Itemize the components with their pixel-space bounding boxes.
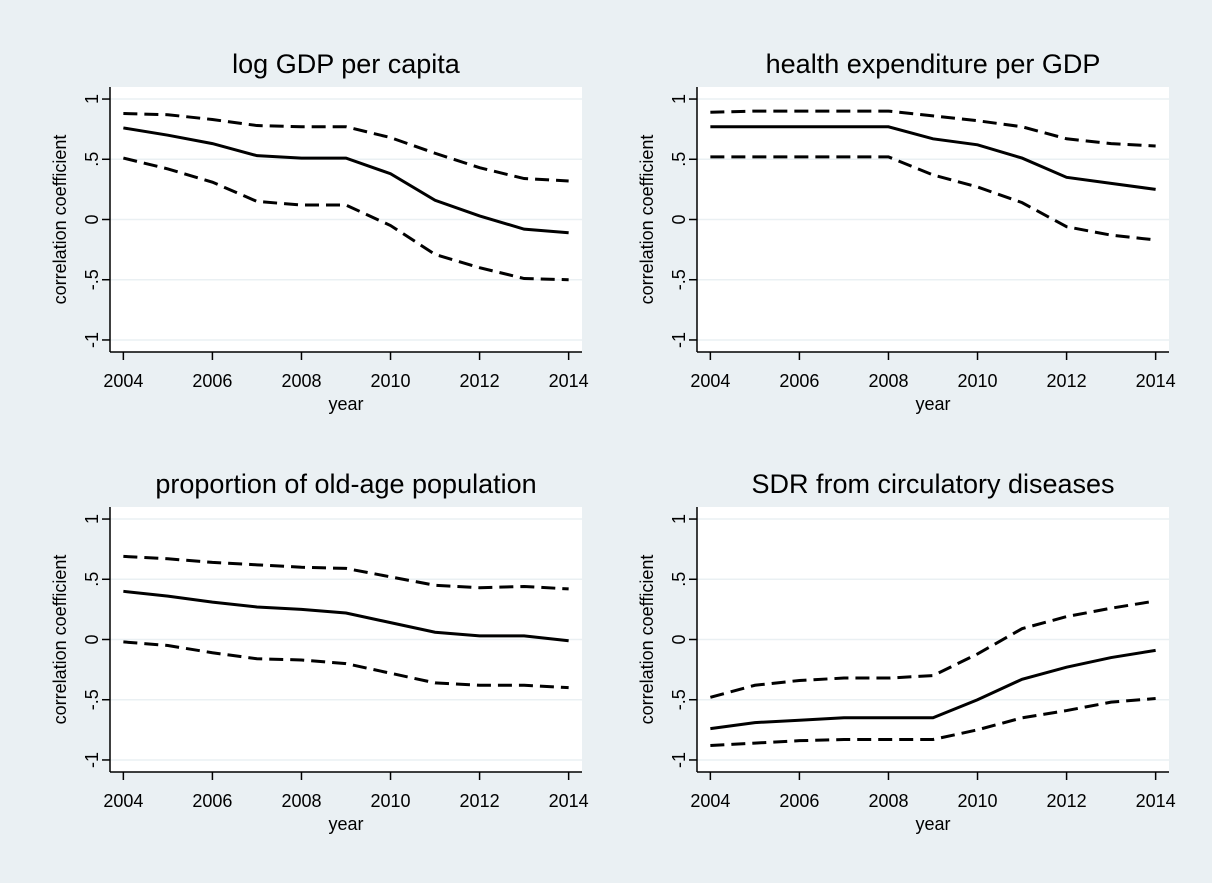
y-tick-label: -1: [82, 332, 102, 348]
x-tick-label: 2012: [1047, 791, 1087, 811]
x-tick-label: 2010: [958, 791, 998, 811]
x-tick-label: 2006: [192, 791, 232, 811]
x-tick-label: 2008: [868, 371, 908, 391]
y-tick-label: .5: [82, 152, 102, 167]
x-tick-label: 2010: [371, 791, 411, 811]
y-tick-label: 1: [669, 94, 689, 104]
y-tick-label: -1: [669, 752, 689, 768]
x-tick-label: 2006: [192, 371, 232, 391]
x-tick-label: 2008: [281, 791, 321, 811]
y-axis-label: correlation coefficient: [50, 135, 70, 305]
series-line: [123, 112, 569, 183]
chart-title: SDR from circulatory diseases: [751, 469, 1114, 499]
series-line: [710, 125, 1156, 191]
y-tick-label: 0: [669, 634, 689, 644]
y-tick-label: -1: [82, 752, 102, 768]
x-tick-label: 2004: [690, 791, 730, 811]
x-tick-label: 2008: [868, 791, 908, 811]
y-tick-label: -1: [669, 332, 689, 348]
x-tick-label: 2004: [690, 371, 730, 391]
x-tick-label: 2010: [958, 371, 998, 391]
series-line: [123, 640, 569, 690]
series-line: [710, 155, 1156, 242]
series-line: [710, 648, 1156, 731]
y-tick-label: -.5: [669, 689, 689, 710]
x-axis-label: year: [328, 394, 363, 414]
x-tick-label: 2006: [779, 371, 819, 391]
x-tick-label: 2012: [1047, 371, 1087, 391]
x-tick-label: 2012: [460, 791, 500, 811]
x-axis-label: year: [915, 814, 950, 834]
y-tick-label: .5: [669, 152, 689, 167]
x-tick-label: 2004: [103, 371, 143, 391]
y-tick-label: 0: [82, 634, 102, 644]
chart-title: log GDP per capita: [232, 49, 461, 79]
series-line: [123, 554, 569, 591]
y-tick-label: -.5: [82, 689, 102, 710]
y-tick-label: .5: [669, 572, 689, 587]
x-axis-label: year: [915, 394, 950, 414]
x-tick-label: 2014: [1136, 791, 1176, 811]
x-tick-label: 2014: [549, 371, 589, 391]
series-line: [123, 126, 569, 235]
series-line: [709, 599, 1156, 699]
y-tick-label: 1: [82, 94, 102, 104]
x-axis-label: year: [328, 814, 363, 834]
x-tick-label: 2012: [460, 371, 500, 391]
y-tick-label: -.5: [82, 269, 102, 290]
series-line: [123, 156, 569, 282]
y-axis-label: correlation coefficient: [50, 555, 70, 725]
y-tick-label: 0: [669, 214, 689, 224]
series-line: [710, 109, 1156, 148]
x-tick-label: 2014: [1136, 371, 1176, 391]
y-axis-label: correlation coefficient: [637, 135, 657, 305]
y-tick-label: 1: [669, 514, 689, 524]
x-tick-label: 2010: [371, 371, 411, 391]
chart-title: health expenditure per GDP: [766, 49, 1101, 79]
y-tick-label: .5: [82, 572, 102, 587]
y-tick-label: 0: [82, 214, 102, 224]
x-tick-label: 2008: [281, 371, 321, 391]
x-tick-label: 2014: [549, 791, 589, 811]
y-axis-label: correlation coefficient: [637, 555, 657, 725]
series-line: [123, 589, 569, 643]
x-tick-label: 2006: [779, 791, 819, 811]
chart-title: proportion of old-age population: [155, 469, 536, 499]
x-tick-label: 2004: [103, 791, 143, 811]
y-tick-label: 1: [82, 514, 102, 524]
series-line: [710, 697, 1156, 747]
y-tick-label: -.5: [669, 269, 689, 290]
